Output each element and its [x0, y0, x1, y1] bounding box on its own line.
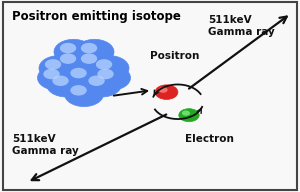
Circle shape — [45, 59, 61, 70]
Text: Positron: Positron — [150, 51, 200, 61]
Circle shape — [98, 69, 114, 79]
Circle shape — [70, 85, 87, 96]
Circle shape — [88, 75, 105, 86]
Circle shape — [92, 65, 130, 90]
Circle shape — [158, 87, 168, 93]
Circle shape — [54, 39, 93, 64]
Text: Positron emitting isotope: Positron emitting isotope — [12, 10, 181, 23]
Circle shape — [96, 59, 112, 70]
Circle shape — [64, 82, 104, 107]
Circle shape — [82, 72, 122, 97]
Circle shape — [155, 85, 178, 99]
Text: Electron: Electron — [184, 134, 233, 144]
Circle shape — [75, 39, 114, 64]
Circle shape — [182, 111, 190, 116]
Circle shape — [81, 43, 97, 53]
Circle shape — [60, 43, 76, 53]
Circle shape — [75, 50, 114, 75]
Text: 511keV
Gamma ray: 511keV Gamma ray — [208, 15, 275, 37]
Circle shape — [44, 69, 60, 79]
Circle shape — [38, 65, 76, 90]
Circle shape — [52, 75, 69, 86]
Circle shape — [39, 56, 78, 81]
Circle shape — [54, 50, 93, 75]
Text: 511keV
Gamma ray: 511keV Gamma ray — [12, 134, 79, 156]
Circle shape — [60, 53, 76, 64]
Circle shape — [64, 64, 104, 89]
Circle shape — [179, 109, 199, 122]
Circle shape — [81, 53, 97, 64]
Circle shape — [90, 56, 129, 81]
Circle shape — [46, 72, 86, 97]
Circle shape — [70, 68, 87, 78]
